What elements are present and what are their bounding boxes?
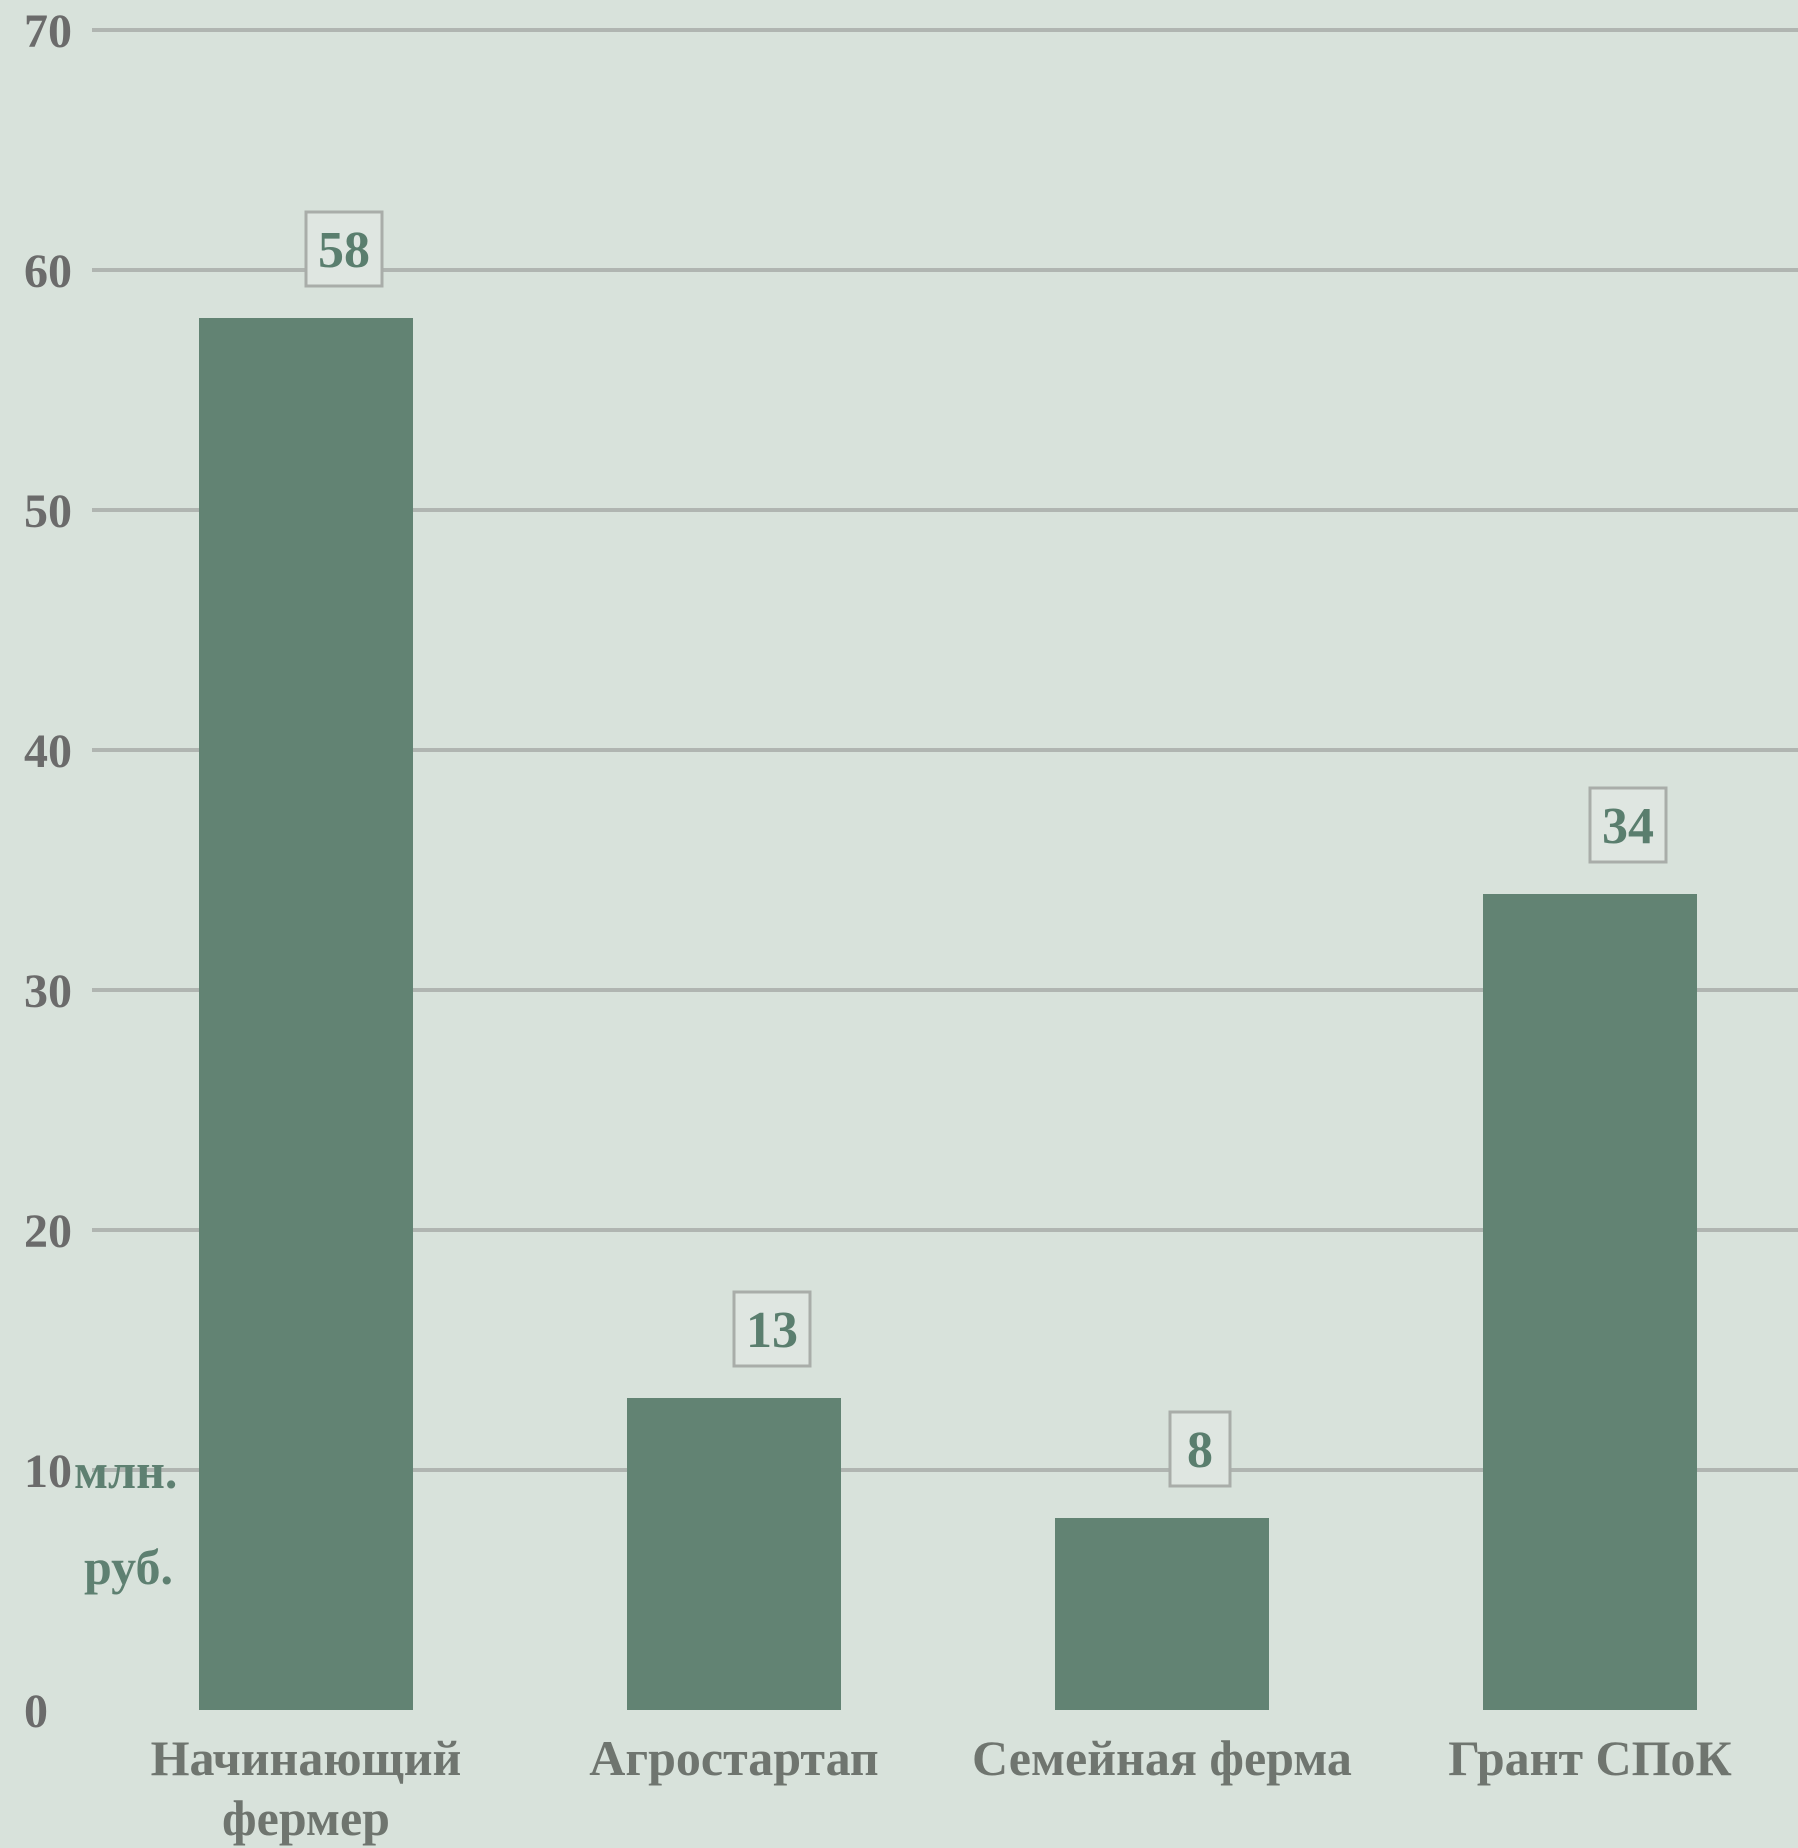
y-tick-label: 10 xyxy=(24,1445,72,1498)
y-tick-label: 20 xyxy=(24,1205,72,1258)
bar xyxy=(1055,1518,1269,1710)
bar xyxy=(199,318,413,1710)
data-label-text: 13 xyxy=(746,1302,798,1359)
unit-label: млн. руб. xyxy=(74,1443,177,1595)
category-label: Грант СПоК xyxy=(1448,1730,1732,1786)
bar xyxy=(627,1398,841,1710)
category-label: Начинающий xyxy=(151,1730,462,1786)
bars xyxy=(199,318,1697,1710)
data-label: 34 xyxy=(1588,786,1668,864)
data-label-text: 58 xyxy=(318,222,370,279)
category-label: Агростартап xyxy=(589,1730,878,1786)
category-label: Семейная ферма xyxy=(972,1730,1352,1786)
data-label-box xyxy=(304,210,384,288)
data-label-text: 8 xyxy=(1187,1422,1213,1479)
data-label: 58 xyxy=(304,210,384,288)
y-tick-label: 50 xyxy=(24,485,72,538)
data-label-box xyxy=(732,1290,812,1368)
data-labels: 58 13 8 34 xyxy=(304,210,1668,1488)
unit-label-line: руб. xyxy=(84,1539,173,1595)
y-axis-ticks: 0 10 20 30 40 50 60 70 xyxy=(24,5,72,1738)
data-label: 8 xyxy=(1168,1410,1232,1488)
y-tick-label: 0 xyxy=(24,1685,48,1738)
y-tick-label: 70 xyxy=(24,5,72,58)
bar xyxy=(1483,894,1697,1710)
y-tick-label: 30 xyxy=(24,965,72,1018)
data-label-text: 34 xyxy=(1602,798,1654,855)
data-label-box xyxy=(1588,786,1668,864)
data-label-box xyxy=(1168,1410,1232,1488)
category-label: фермер xyxy=(222,1790,390,1846)
unit-label-line: млн. xyxy=(74,1443,177,1499)
y-tick-label: 40 xyxy=(24,725,72,778)
y-tick-label: 60 xyxy=(24,245,72,298)
data-label: 13 xyxy=(732,1290,812,1368)
